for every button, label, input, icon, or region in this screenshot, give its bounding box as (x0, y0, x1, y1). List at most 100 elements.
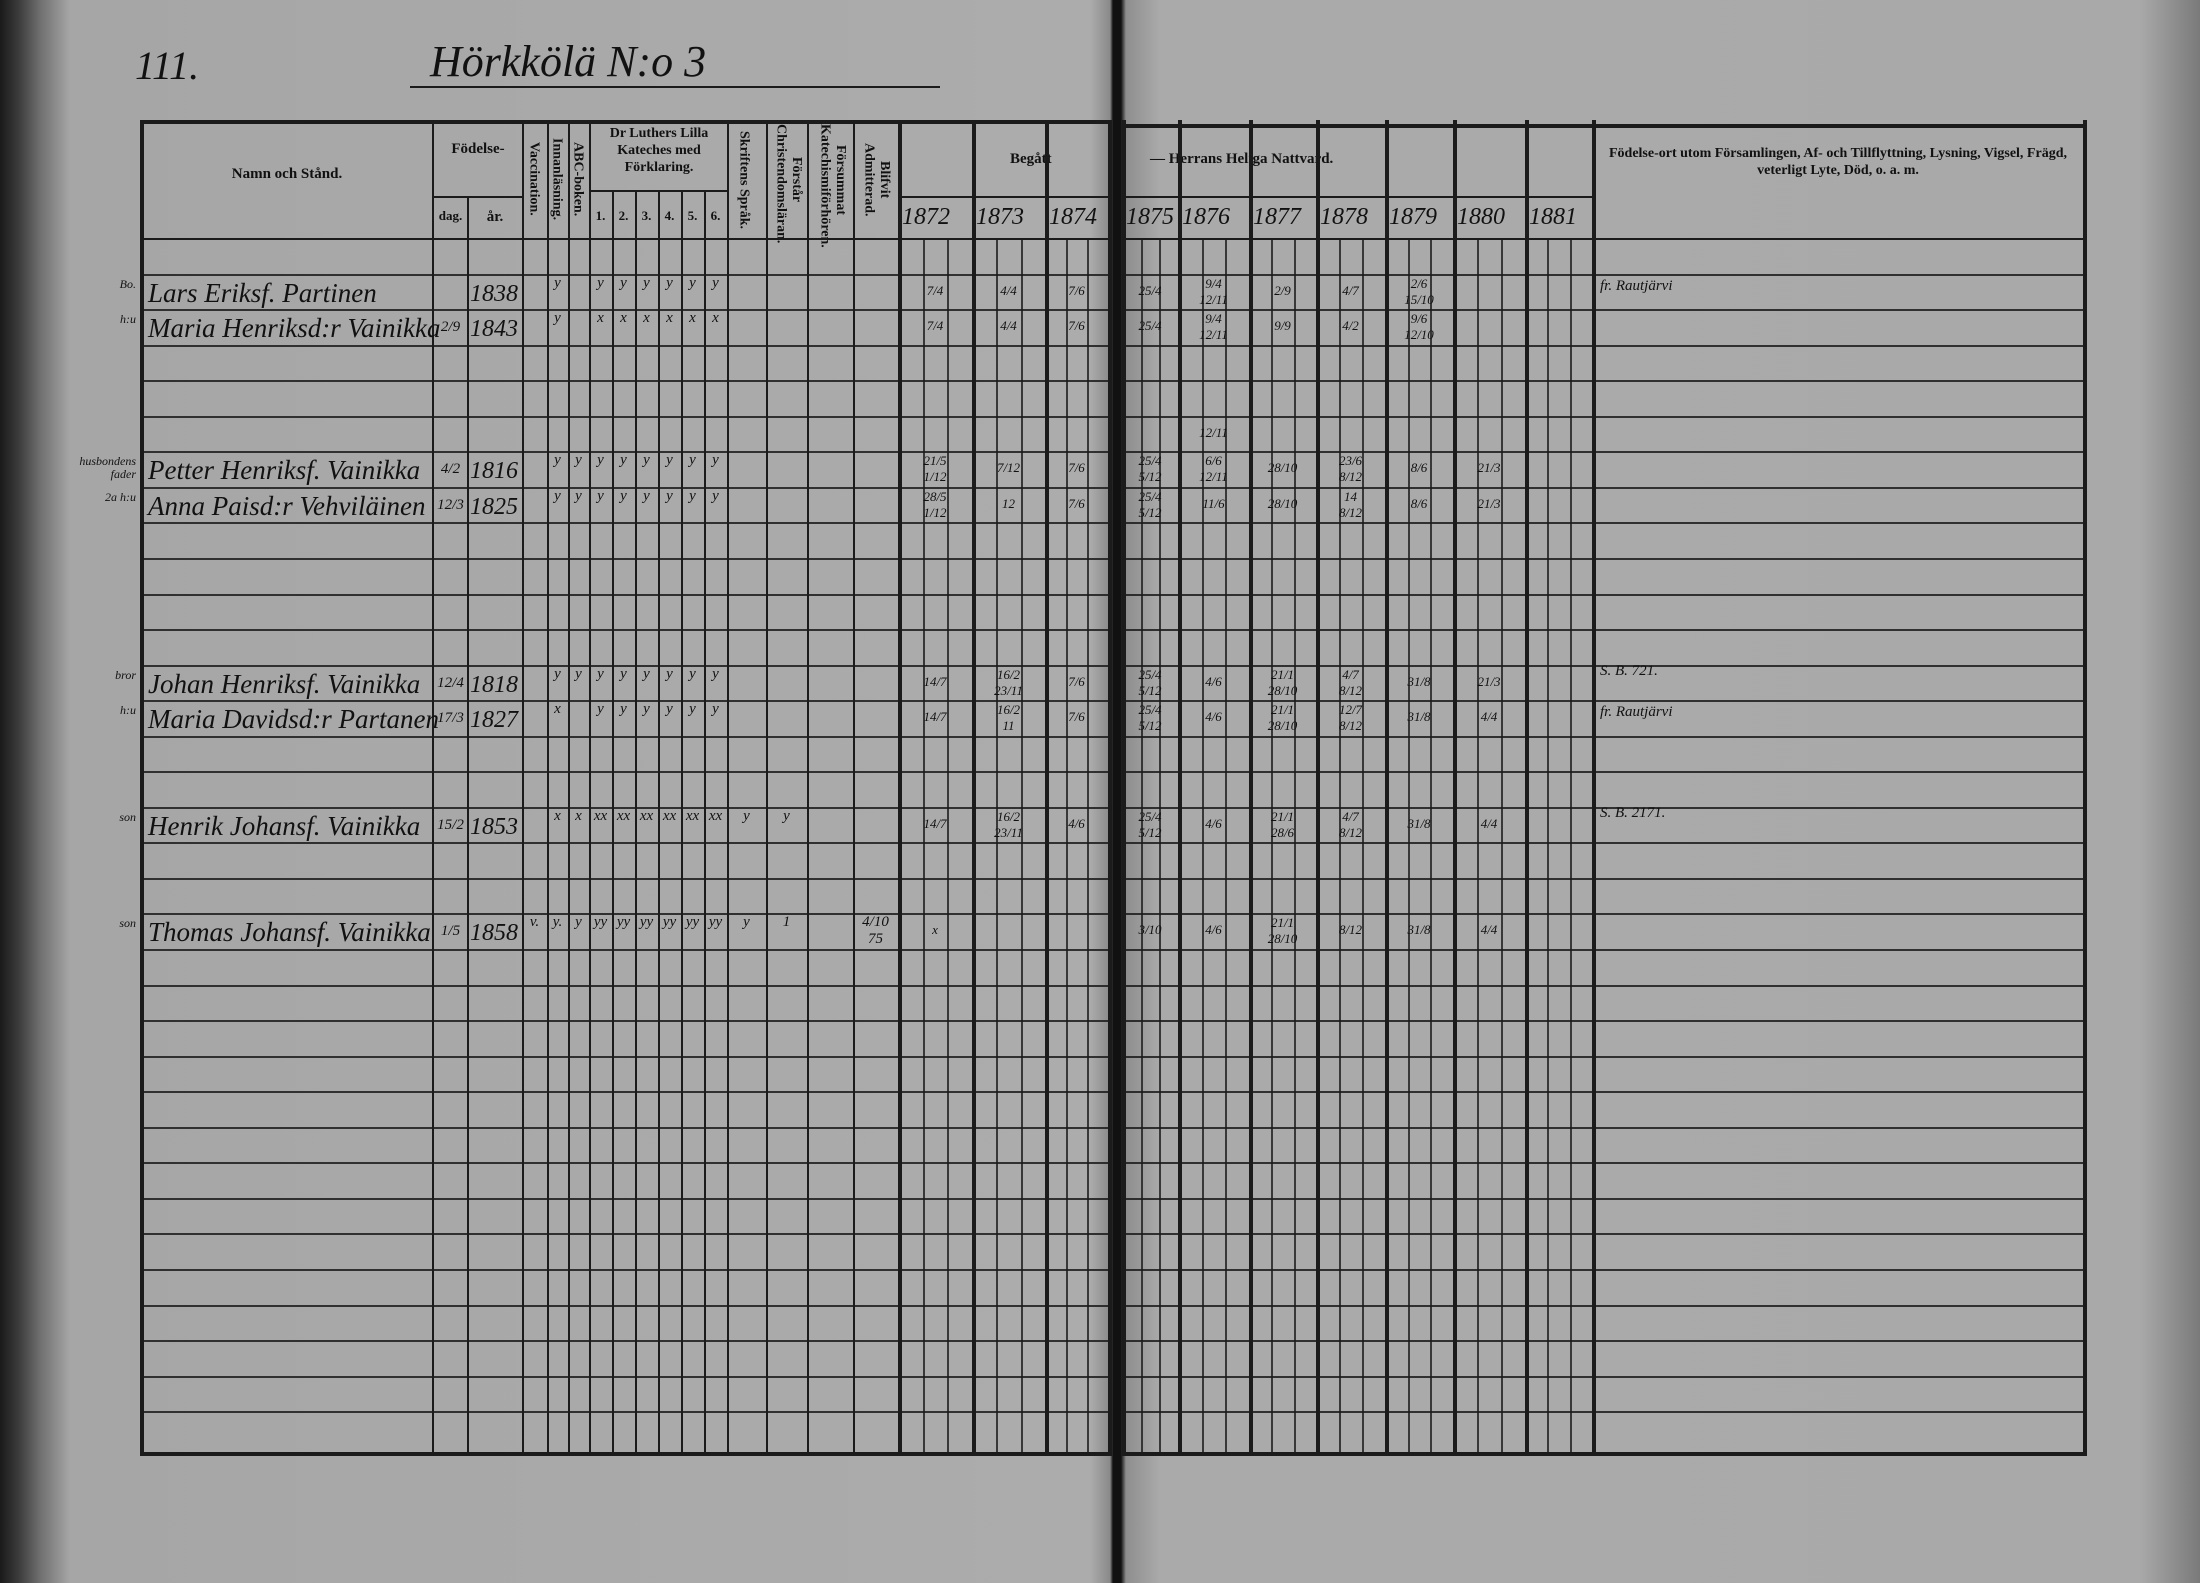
year-subcolumn-line (1430, 238, 1432, 1452)
year-subcolumn-line (923, 238, 925, 1452)
row-line (142, 416, 1108, 418)
entry-birth-day: 15/2 (437, 816, 464, 833)
communion-date: 31/8 (1407, 709, 1431, 725)
row-line (142, 807, 1108, 809)
row-line (1122, 345, 2084, 347)
column-line (1045, 120, 1049, 1456)
header-bottom-left (140, 238, 1108, 240)
communion-date: 1/12 (923, 469, 947, 485)
entry-name: Thomas Johansf. Vainikka (148, 917, 431, 948)
entry-birth-day: 2/9 (440, 319, 461, 336)
entry-mark: x (666, 310, 673, 327)
communion-date: 21/1 (1270, 702, 1295, 718)
column-line (807, 120, 809, 1456)
entry-mark: xx (593, 807, 608, 824)
entry-mark: x (554, 807, 561, 824)
communion-note: 12/11 (1199, 424, 1228, 440)
birth-day-year-line (467, 196, 469, 1452)
column-line (1525, 120, 1529, 1456)
communion-date: 31/8 (1407, 815, 1431, 831)
communion-date: 6/6 (1205, 453, 1222, 469)
communion-date: 5/12 (1138, 682, 1162, 698)
entry-mark: 4/10 75 (862, 914, 889, 948)
entry-mark: y (666, 487, 673, 504)
communion-date: 7/6 (1068, 709, 1085, 725)
communion-date: 7/6 (1068, 673, 1085, 689)
communion-date: 21/3 (1477, 495, 1501, 511)
communion-date: 23/6 (1338, 453, 1363, 469)
entry-mark: y (597, 701, 604, 718)
entry-birth-year: 1818 (470, 671, 518, 698)
entry-mark: y (554, 665, 561, 682)
entry-mark: y (643, 452, 650, 469)
entry-mark: y (712, 701, 719, 718)
entry-mark: y (666, 665, 673, 682)
communion-date: 8/6 (1410, 495, 1428, 511)
communion-date: x (932, 922, 938, 938)
header-communion-left: Begått (1010, 151, 1052, 167)
communion-date: 4/6 (1205, 922, 1222, 938)
communion-date: 12 (1002, 495, 1015, 511)
communion-date: 8/12 (1338, 824, 1363, 840)
header-birth: Födelse- (451, 141, 505, 157)
row-line (1122, 949, 2084, 951)
header-scripture: Skriftens Språk. (736, 130, 752, 230)
row-line (142, 665, 1108, 667)
row-line (1122, 1376, 2084, 1378)
year-label: 1872 (902, 204, 950, 230)
communion-date: 9/4 (1205, 311, 1222, 327)
entry-mark: y (620, 665, 627, 682)
entry-name: Maria Davidsd:r Partanen (148, 704, 439, 735)
years-top-left (898, 196, 1108, 198)
communion-date: 25/4 (1138, 488, 1162, 504)
communion-date: 15/10 (1404, 291, 1434, 307)
row-line (142, 700, 1108, 702)
communion-date: 7/4 (926, 318, 944, 334)
row-line (142, 629, 1108, 631)
communion-date: 21/5 (923, 453, 947, 469)
year-subcolumn-line (947, 238, 949, 1452)
communion-date: 4/4 (1480, 815, 1498, 831)
row-line (142, 274, 1108, 276)
catechism-subcolumn-line (635, 190, 637, 1452)
communion-date: 4/4 (1000, 282, 1017, 298)
communion-date: 28/6 (1270, 824, 1295, 840)
communion-date: 16/2 (996, 808, 1021, 824)
communion-date: 16/2 (996, 702, 1021, 718)
entry-mark: y (620, 487, 627, 504)
communion-date: 28/10 (1267, 718, 1298, 734)
communion-date: 8/12 (1338, 682, 1363, 698)
communion-date: 2/9 (1274, 282, 1291, 298)
communion-date: 2/6 (1410, 275, 1428, 291)
year-subcolumn-line (1408, 238, 1410, 1452)
row-line (142, 1127, 1108, 1129)
header-name: Namn och Stånd. (231, 166, 343, 182)
row-line (1122, 1091, 2084, 1093)
column-line (2083, 120, 2087, 1456)
communion-date: 8/6 (1410, 460, 1428, 476)
row-line (1122, 1127, 2084, 1129)
year-subcolumn-line (1477, 238, 1479, 1452)
communion-date: 4/6 (1205, 815, 1222, 831)
catechism-part-label: 6. (710, 208, 721, 223)
row-line (142, 913, 1108, 915)
row-line (1122, 1233, 2084, 1235)
row-line (1122, 416, 2084, 418)
communion-date: 5/12 (1138, 504, 1162, 520)
year-label: 1879 (1389, 204, 1437, 230)
row-line (142, 1269, 1108, 1271)
communion-date: 28/10 (1267, 460, 1298, 476)
entry-mark: y (689, 701, 696, 718)
catechism-part-label: 2. (618, 208, 629, 223)
entry-birth-year: 1843 (470, 316, 518, 343)
communion-date: 4/6 (1205, 709, 1222, 725)
row-line (1122, 700, 2084, 702)
communion-date: 25/4 (1138, 808, 1162, 824)
entry-mark: xx (616, 807, 631, 824)
column-line (1453, 120, 1457, 1456)
catechism-part-label: 4. (664, 208, 675, 223)
header-admitted: Blifvit Admitterad. (861, 143, 892, 217)
entry-birth-day: 1/5 (440, 923, 461, 940)
communion-date: 12/11 (1199, 327, 1228, 343)
row-line (142, 949, 1108, 951)
